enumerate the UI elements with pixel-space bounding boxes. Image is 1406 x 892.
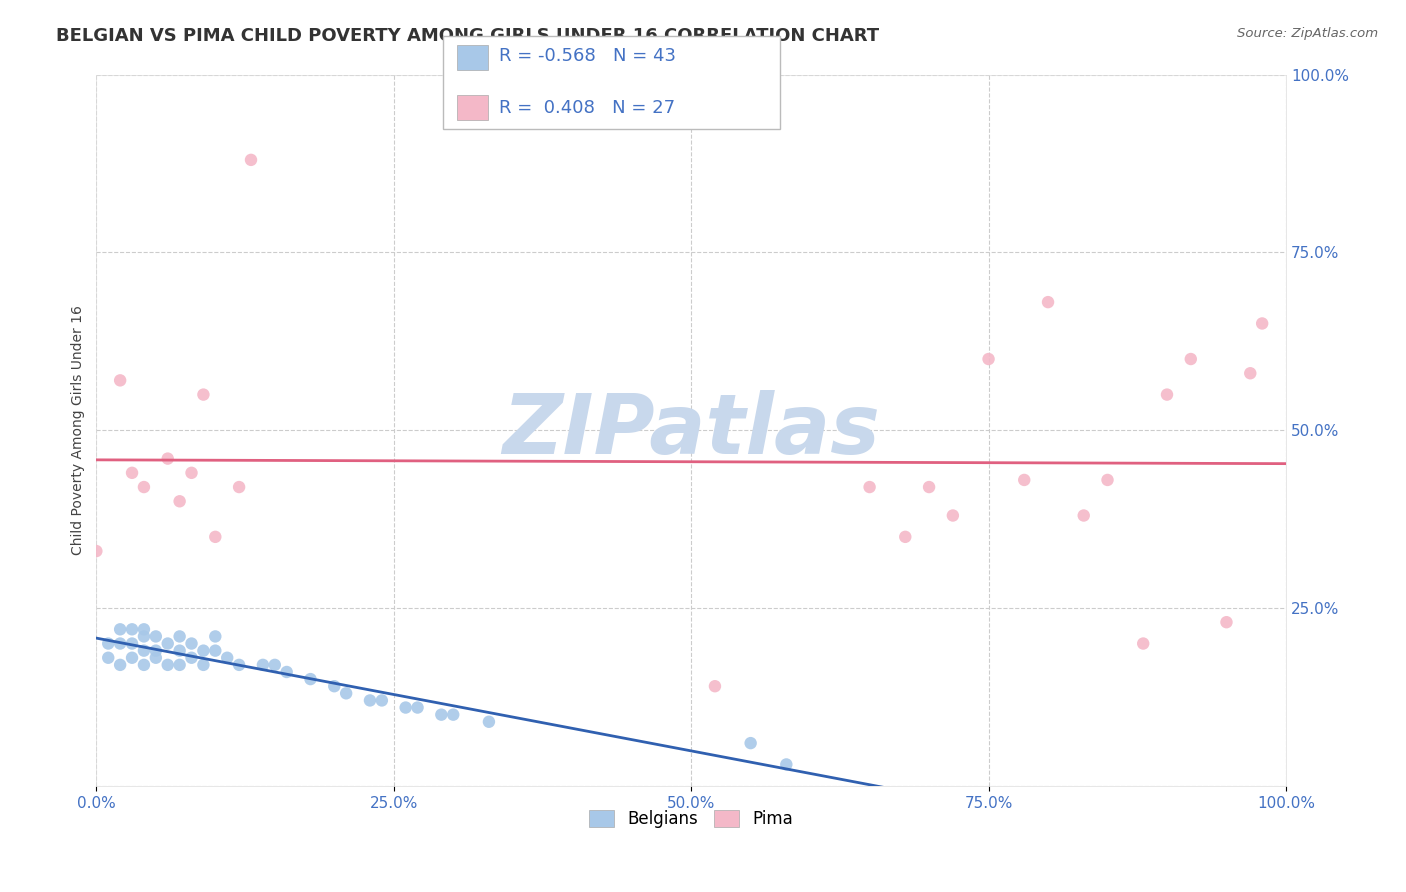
Point [323, 679, 346, 693]
Point [204, 629, 226, 643]
Point [263, 657, 285, 672]
Point [478, 714, 501, 729]
Point [156, 636, 179, 650]
Point [169, 643, 191, 657]
Point [942, 508, 965, 523]
Point [1097, 473, 1119, 487]
Text: ZIPatlas: ZIPatlas [502, 390, 880, 471]
Y-axis label: Child Poverty Among Girls Under 16: Child Poverty Among Girls Under 16 [72, 305, 86, 555]
Point [121, 623, 143, 637]
Point [108, 623, 131, 637]
Point [894, 530, 917, 544]
Point [977, 351, 1000, 366]
Point [180, 636, 202, 650]
Point [1132, 636, 1154, 650]
Point [156, 657, 179, 672]
Point [169, 657, 191, 672]
Point [406, 700, 429, 714]
Point [441, 707, 464, 722]
Point [335, 686, 357, 700]
Point [180, 650, 202, 665]
Point [359, 693, 381, 707]
Point [276, 665, 298, 679]
Point [1156, 387, 1178, 401]
Point [1215, 615, 1237, 630]
Legend: Belgians, Pima: Belgians, Pima [582, 803, 800, 834]
Point [193, 657, 215, 672]
Point [299, 672, 322, 686]
Point [121, 636, 143, 650]
Point [1251, 317, 1274, 331]
Point [918, 480, 941, 494]
Point [703, 679, 725, 693]
Point [132, 643, 155, 657]
Point [1073, 508, 1095, 523]
Point [1180, 351, 1202, 366]
Point [371, 693, 394, 707]
Point [204, 530, 226, 544]
Text: BELGIAN VS PIMA CHILD POVERTY AMONG GIRLS UNDER 16 CORRELATION CHART: BELGIAN VS PIMA CHILD POVERTY AMONG GIRL… [56, 27, 879, 45]
Point [775, 757, 797, 772]
Point [430, 707, 453, 722]
Text: R =  0.408   N = 27: R = 0.408 N = 27 [499, 99, 675, 117]
Point [858, 480, 880, 494]
Point [132, 623, 155, 637]
Point [145, 643, 167, 657]
Point [86, 544, 108, 558]
Point [228, 480, 250, 494]
Point [180, 466, 202, 480]
Point [145, 629, 167, 643]
Point [108, 657, 131, 672]
Point [97, 636, 120, 650]
Point [169, 629, 191, 643]
Text: Source: ZipAtlas.com: Source: ZipAtlas.com [1237, 27, 1378, 40]
Point [1012, 473, 1035, 487]
Text: R = -0.568   N = 43: R = -0.568 N = 43 [499, 47, 676, 65]
Point [145, 650, 167, 665]
Point [156, 451, 179, 466]
Point [740, 736, 762, 750]
Point [1036, 295, 1059, 310]
Point [240, 153, 263, 167]
Point [204, 643, 226, 657]
Point [228, 657, 250, 672]
Point [121, 650, 143, 665]
Point [193, 387, 215, 401]
Point [217, 650, 239, 665]
Point [132, 629, 155, 643]
Point [132, 657, 155, 672]
Point [395, 700, 418, 714]
Point [1239, 366, 1261, 380]
Point [132, 480, 155, 494]
Point [108, 636, 131, 650]
Point [193, 643, 215, 657]
Point [108, 373, 131, 387]
Point [169, 494, 191, 508]
Point [121, 466, 143, 480]
Point [252, 657, 274, 672]
Point [97, 650, 120, 665]
